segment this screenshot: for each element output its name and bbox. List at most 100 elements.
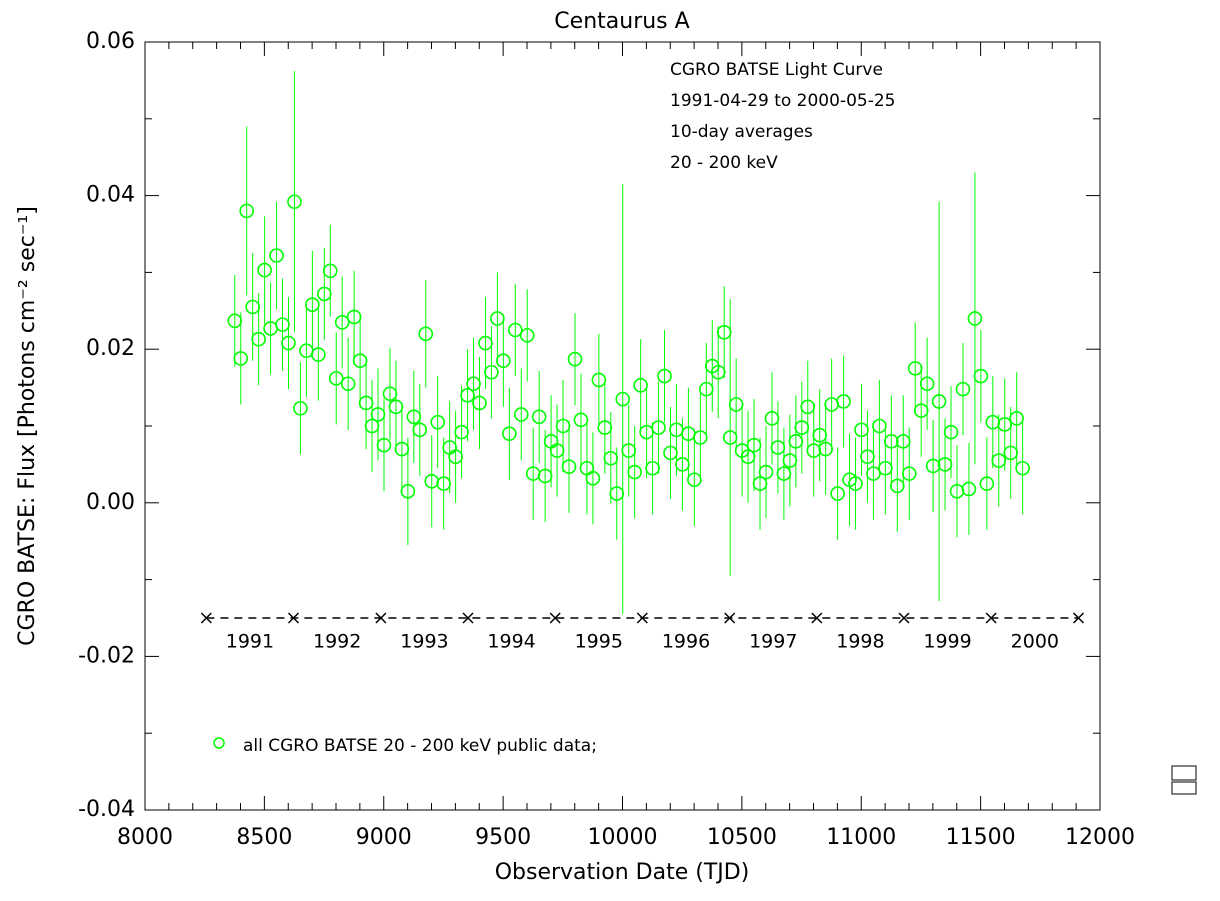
data-point bbox=[478, 335, 493, 351]
year-label: 1996 bbox=[662, 631, 710, 653]
x-tick-label: 11500 bbox=[946, 825, 1016, 850]
year-boundary bbox=[549, 612, 561, 624]
x-tick-label: 8500 bbox=[236, 825, 292, 850]
data-point bbox=[609, 486, 625, 501]
data-point bbox=[328, 371, 344, 386]
data-point bbox=[931, 394, 947, 409]
data-point bbox=[346, 309, 362, 325]
data-point bbox=[585, 470, 601, 486]
data-point bbox=[549, 443, 565, 458]
data-point bbox=[758, 464, 774, 480]
data-point bbox=[693, 430, 708, 445]
data-point bbox=[961, 481, 977, 497]
year-boundary bbox=[200, 612, 212, 624]
data-point bbox=[400, 483, 416, 499]
data-point bbox=[382, 386, 398, 402]
data-point bbox=[305, 297, 320, 312]
y-tick-label: 0.04 bbox=[86, 183, 135, 208]
data-point bbox=[567, 351, 583, 367]
data-point bbox=[370, 407, 386, 422]
data-point bbox=[322, 263, 338, 279]
data-point bbox=[311, 347, 326, 362]
data-point bbox=[776, 466, 792, 481]
data-point bbox=[752, 476, 768, 491]
data-point bbox=[919, 376, 935, 392]
data-point bbox=[281, 335, 296, 351]
data-point bbox=[800, 399, 816, 415]
year-boundary bbox=[462, 612, 474, 624]
data-point bbox=[716, 325, 732, 340]
year-boundary bbox=[287, 612, 300, 624]
data-point bbox=[388, 399, 404, 415]
data-point bbox=[448, 449, 463, 465]
year-label: 1993 bbox=[400, 631, 448, 653]
data-point bbox=[233, 351, 249, 366]
year-boundary bbox=[724, 612, 736, 624]
data-point bbox=[794, 420, 810, 435]
data-point bbox=[973, 368, 989, 384]
data-point bbox=[334, 315, 350, 330]
year-label: 1992 bbox=[313, 631, 361, 653]
year-boundary bbox=[375, 612, 387, 624]
data-point bbox=[597, 420, 613, 435]
data-point bbox=[651, 420, 666, 435]
data-point bbox=[848, 476, 863, 491]
data-point bbox=[633, 377, 648, 393]
legend-label: all CGRO BATSE 20 - 200 keV public data; bbox=[243, 736, 597, 756]
data-point bbox=[925, 458, 941, 474]
data-point bbox=[531, 409, 547, 425]
data-point bbox=[412, 422, 428, 438]
year-boundary bbox=[1072, 612, 1085, 624]
x-tick-label: 9500 bbox=[475, 825, 531, 850]
data-point bbox=[901, 466, 917, 481]
data-point bbox=[675, 457, 690, 472]
data-point bbox=[454, 424, 469, 440]
data-point bbox=[937, 457, 953, 472]
data-point bbox=[866, 466, 881, 481]
data-point bbox=[317, 286, 332, 302]
x-tick-label: 12000 bbox=[1065, 825, 1135, 850]
data-point bbox=[239, 203, 255, 219]
year-label: 1997 bbox=[749, 631, 797, 653]
data-point bbox=[782, 453, 798, 468]
data-point bbox=[812, 427, 828, 443]
data-point bbox=[740, 449, 756, 465]
x-tick-label: 10000 bbox=[588, 825, 658, 850]
data-point bbox=[227, 313, 243, 329]
data-point bbox=[895, 434, 911, 449]
data-point bbox=[293, 401, 308, 416]
data-point bbox=[537, 468, 553, 484]
data-point bbox=[352, 353, 368, 369]
data-point bbox=[746, 437, 762, 453]
x-tick-label: 8000 bbox=[117, 825, 173, 850]
data-point bbox=[496, 353, 511, 369]
data-point bbox=[406, 409, 422, 425]
data-point bbox=[967, 311, 983, 326]
x-tick-label: 11000 bbox=[826, 825, 896, 850]
data-point bbox=[519, 328, 535, 343]
data-point bbox=[561, 459, 577, 475]
data-point bbox=[878, 460, 893, 476]
data-point bbox=[245, 299, 260, 315]
data-point bbox=[955, 381, 971, 397]
data-point bbox=[490, 311, 505, 326]
data-point bbox=[806, 443, 822, 458]
year-label: 1991 bbox=[226, 631, 274, 653]
annotation: 20 - 200 keV bbox=[670, 153, 778, 173]
data-point bbox=[728, 397, 744, 412]
y-tick-label: 0.06 bbox=[86, 29, 135, 54]
data-point bbox=[913, 403, 929, 418]
data-point bbox=[340, 376, 356, 392]
data-point bbox=[287, 194, 302, 210]
x-tick-label: 9000 bbox=[356, 825, 412, 850]
data-point bbox=[788, 434, 804, 449]
annotation: 10-day averages bbox=[670, 122, 813, 142]
data-point bbox=[1003, 445, 1019, 461]
year-label: 1995 bbox=[575, 631, 623, 653]
year-label: 1998 bbox=[836, 631, 884, 653]
data-point bbox=[907, 361, 923, 376]
data-point bbox=[430, 414, 446, 430]
year-boundary bbox=[636, 612, 648, 624]
data-point bbox=[890, 478, 905, 494]
year-boundary bbox=[985, 612, 997, 624]
